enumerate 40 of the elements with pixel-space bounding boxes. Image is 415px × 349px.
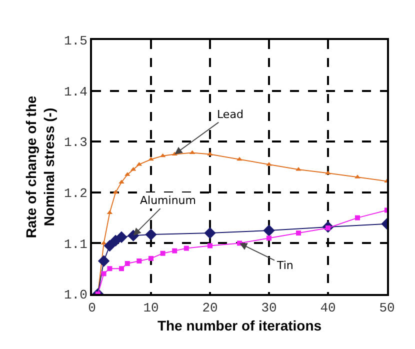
x-tick-label: 0 — [88, 300, 96, 316]
x-tick-label: 10 — [143, 300, 159, 316]
text: Lead — [217, 108, 244, 121]
x-tick-label: 30 — [261, 300, 277, 316]
x-tick-label: 50 — [379, 300, 395, 316]
x-tick-label: 40 — [320, 300, 336, 316]
y-tick-label: 1.5 — [64, 34, 88, 49]
point — [148, 156, 154, 161]
y-axis-title: Rate of change of the Nominal stress (-) — [22, 96, 58, 238]
x-axis-title: The number of iterations — [157, 317, 322, 334]
point — [98, 255, 110, 267]
point — [355, 215, 360, 220]
y-tick-label: 1.0 — [64, 288, 88, 303]
point — [101, 271, 106, 276]
text: Aluminum — [140, 194, 196, 207]
point — [104, 240, 116, 252]
point — [107, 266, 112, 272]
y-tick-label: 1.4 — [64, 84, 88, 100]
point — [172, 248, 178, 254]
point — [136, 258, 142, 264]
point — [266, 236, 272, 241]
point — [208, 243, 212, 248]
y-tick-label: 1.2 — [64, 186, 88, 201]
point — [160, 250, 166, 256]
point — [204, 227, 216, 239]
point — [148, 256, 154, 261]
point — [119, 266, 124, 272]
x-tick-label: 20 — [202, 300, 218, 316]
point — [124, 261, 130, 266]
point — [145, 228, 157, 240]
point — [236, 156, 242, 161]
point — [184, 246, 189, 251]
y-tick-label: 1.3 — [64, 135, 88, 150]
series-label: Tin — [276, 259, 294, 272]
point — [207, 152, 213, 156]
y-tick-label: 1.1 — [64, 236, 88, 252]
point — [112, 190, 118, 194]
point — [116, 231, 128, 243]
point — [296, 230, 301, 236]
point — [263, 224, 275, 236]
